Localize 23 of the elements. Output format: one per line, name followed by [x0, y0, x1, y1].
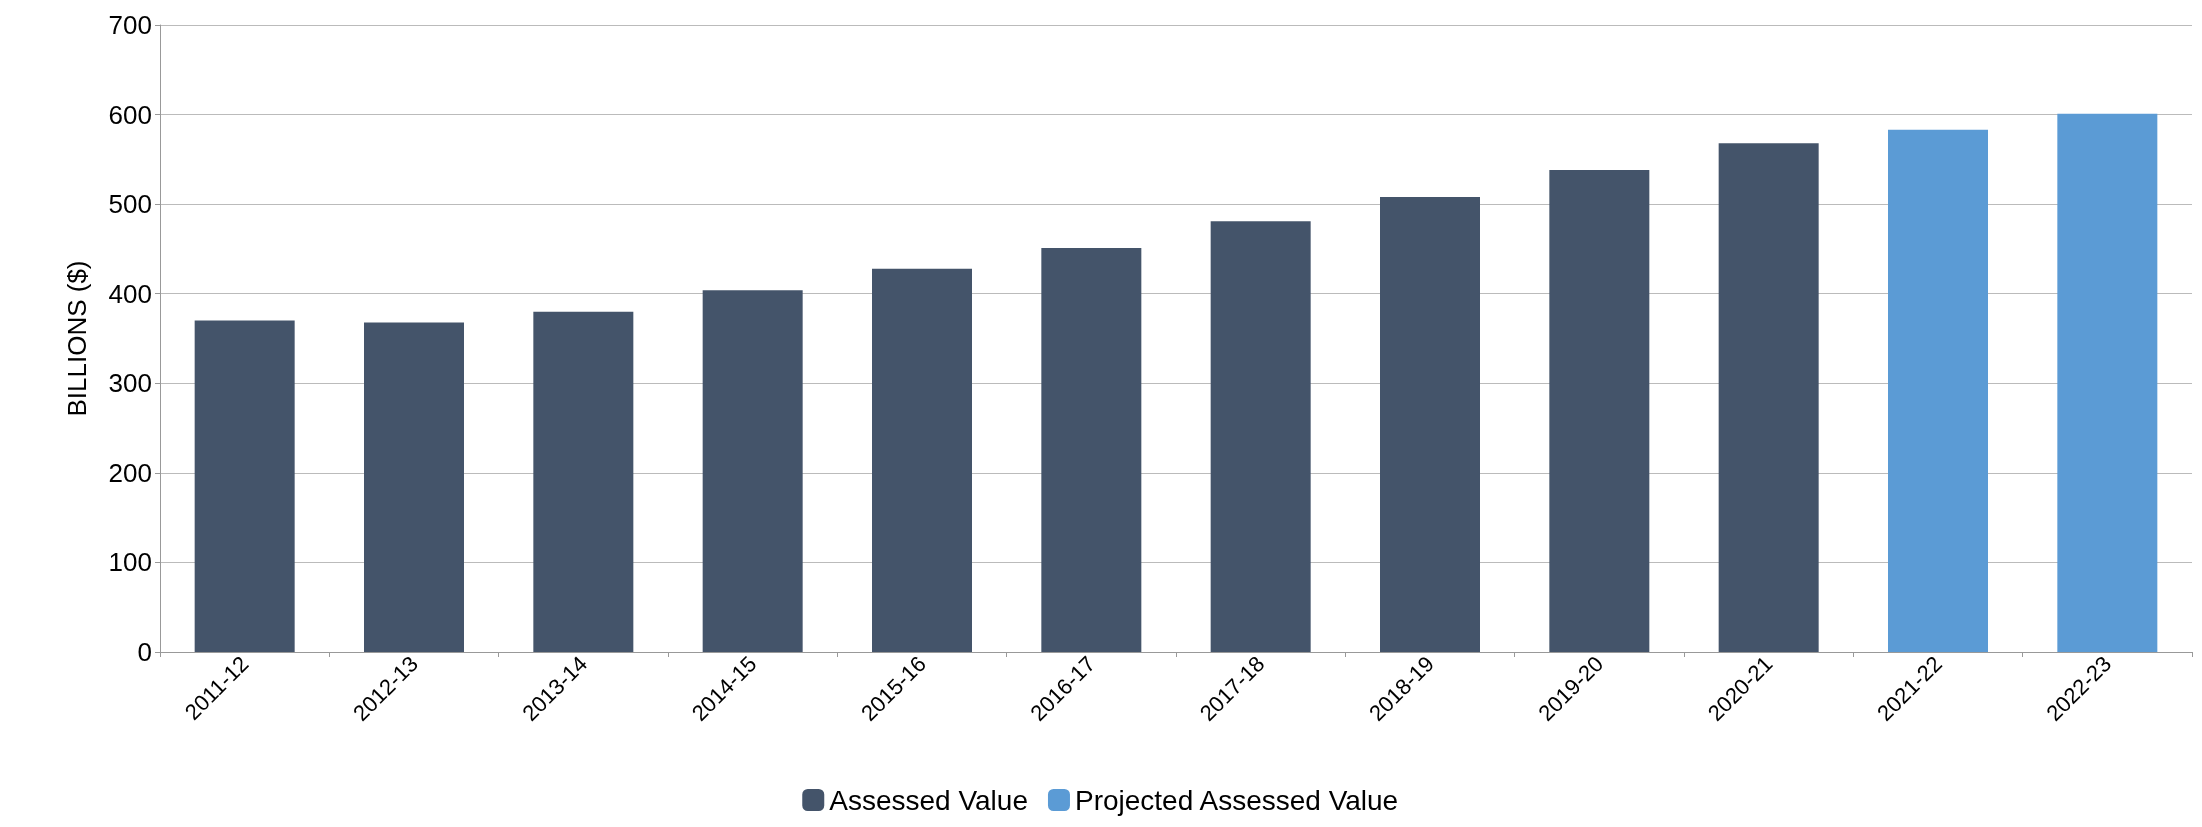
bar	[1380, 196, 1480, 652]
legend-label: Assessed Value	[829, 784, 1028, 816]
y-tick-label: 300	[108, 368, 152, 399]
bar	[1549, 170, 1650, 652]
y-tick-label: 600	[108, 99, 152, 130]
bar	[1210, 221, 1311, 652]
y-axis-title: BILLIONS ($)	[62, 260, 92, 417]
y-tick-label: 500	[108, 189, 152, 220]
y-tick-label: 400	[108, 278, 152, 309]
bar	[1888, 129, 1988, 652]
bar	[872, 268, 972, 652]
legend-label: Projected Assessed Value	[1074, 784, 1399, 816]
bar	[533, 311, 634, 652]
bar	[194, 320, 295, 652]
y-tick-label: 100	[108, 547, 152, 578]
bar	[2057, 113, 2158, 652]
y-tick-label: 200	[108, 457, 152, 488]
bar	[702, 290, 803, 652]
bar	[364, 322, 464, 652]
y-tick-label: 0	[137, 637, 152, 667]
bar	[1041, 248, 1142, 652]
bar	[1718, 143, 1819, 652]
y-tick-label: 700	[108, 10, 152, 40]
